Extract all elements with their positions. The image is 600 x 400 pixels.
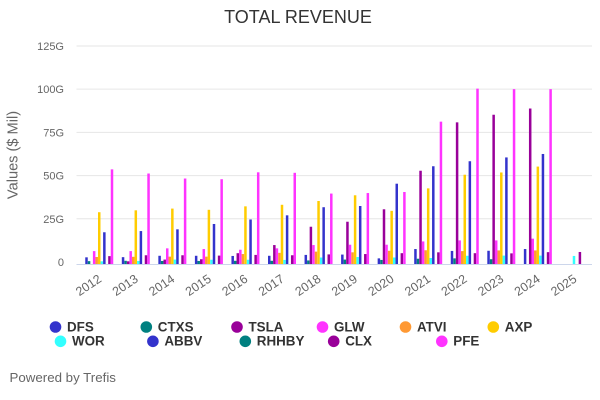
svg-text:CLX: CLX	[345, 334, 372, 349]
svg-text:DFS: DFS	[67, 320, 94, 335]
svg-text:GLW: GLW	[334, 320, 365, 335]
svg-text:0: 0	[58, 257, 64, 269]
svg-text:Powered by Trefis: Powered by Trefis	[10, 370, 117, 385]
svg-text:ABBV: ABBV	[164, 334, 202, 349]
svg-text:125G: 125G	[37, 41, 64, 53]
svg-text:RHHBY: RHHBY	[257, 334, 305, 349]
svg-text:TOTAL REVENUE: TOTAL REVENUE	[224, 7, 372, 27]
svg-text:50G: 50G	[43, 171, 64, 183]
svg-text:Values ($ Mil): Values ($ Mil)	[6, 111, 22, 199]
svg-text:75G: 75G	[43, 127, 64, 139]
svg-text:TSLA: TSLA	[249, 320, 284, 335]
svg-text:WOR: WOR	[72, 334, 105, 349]
svg-text:25G: 25G	[43, 214, 64, 226]
svg-text:CTXS: CTXS	[158, 320, 194, 335]
svg-text:AXP: AXP	[505, 320, 533, 335]
svg-text:100G: 100G	[37, 84, 64, 96]
svg-text:ATVI: ATVI	[417, 320, 447, 335]
svg-text:PFE: PFE	[453, 334, 479, 349]
